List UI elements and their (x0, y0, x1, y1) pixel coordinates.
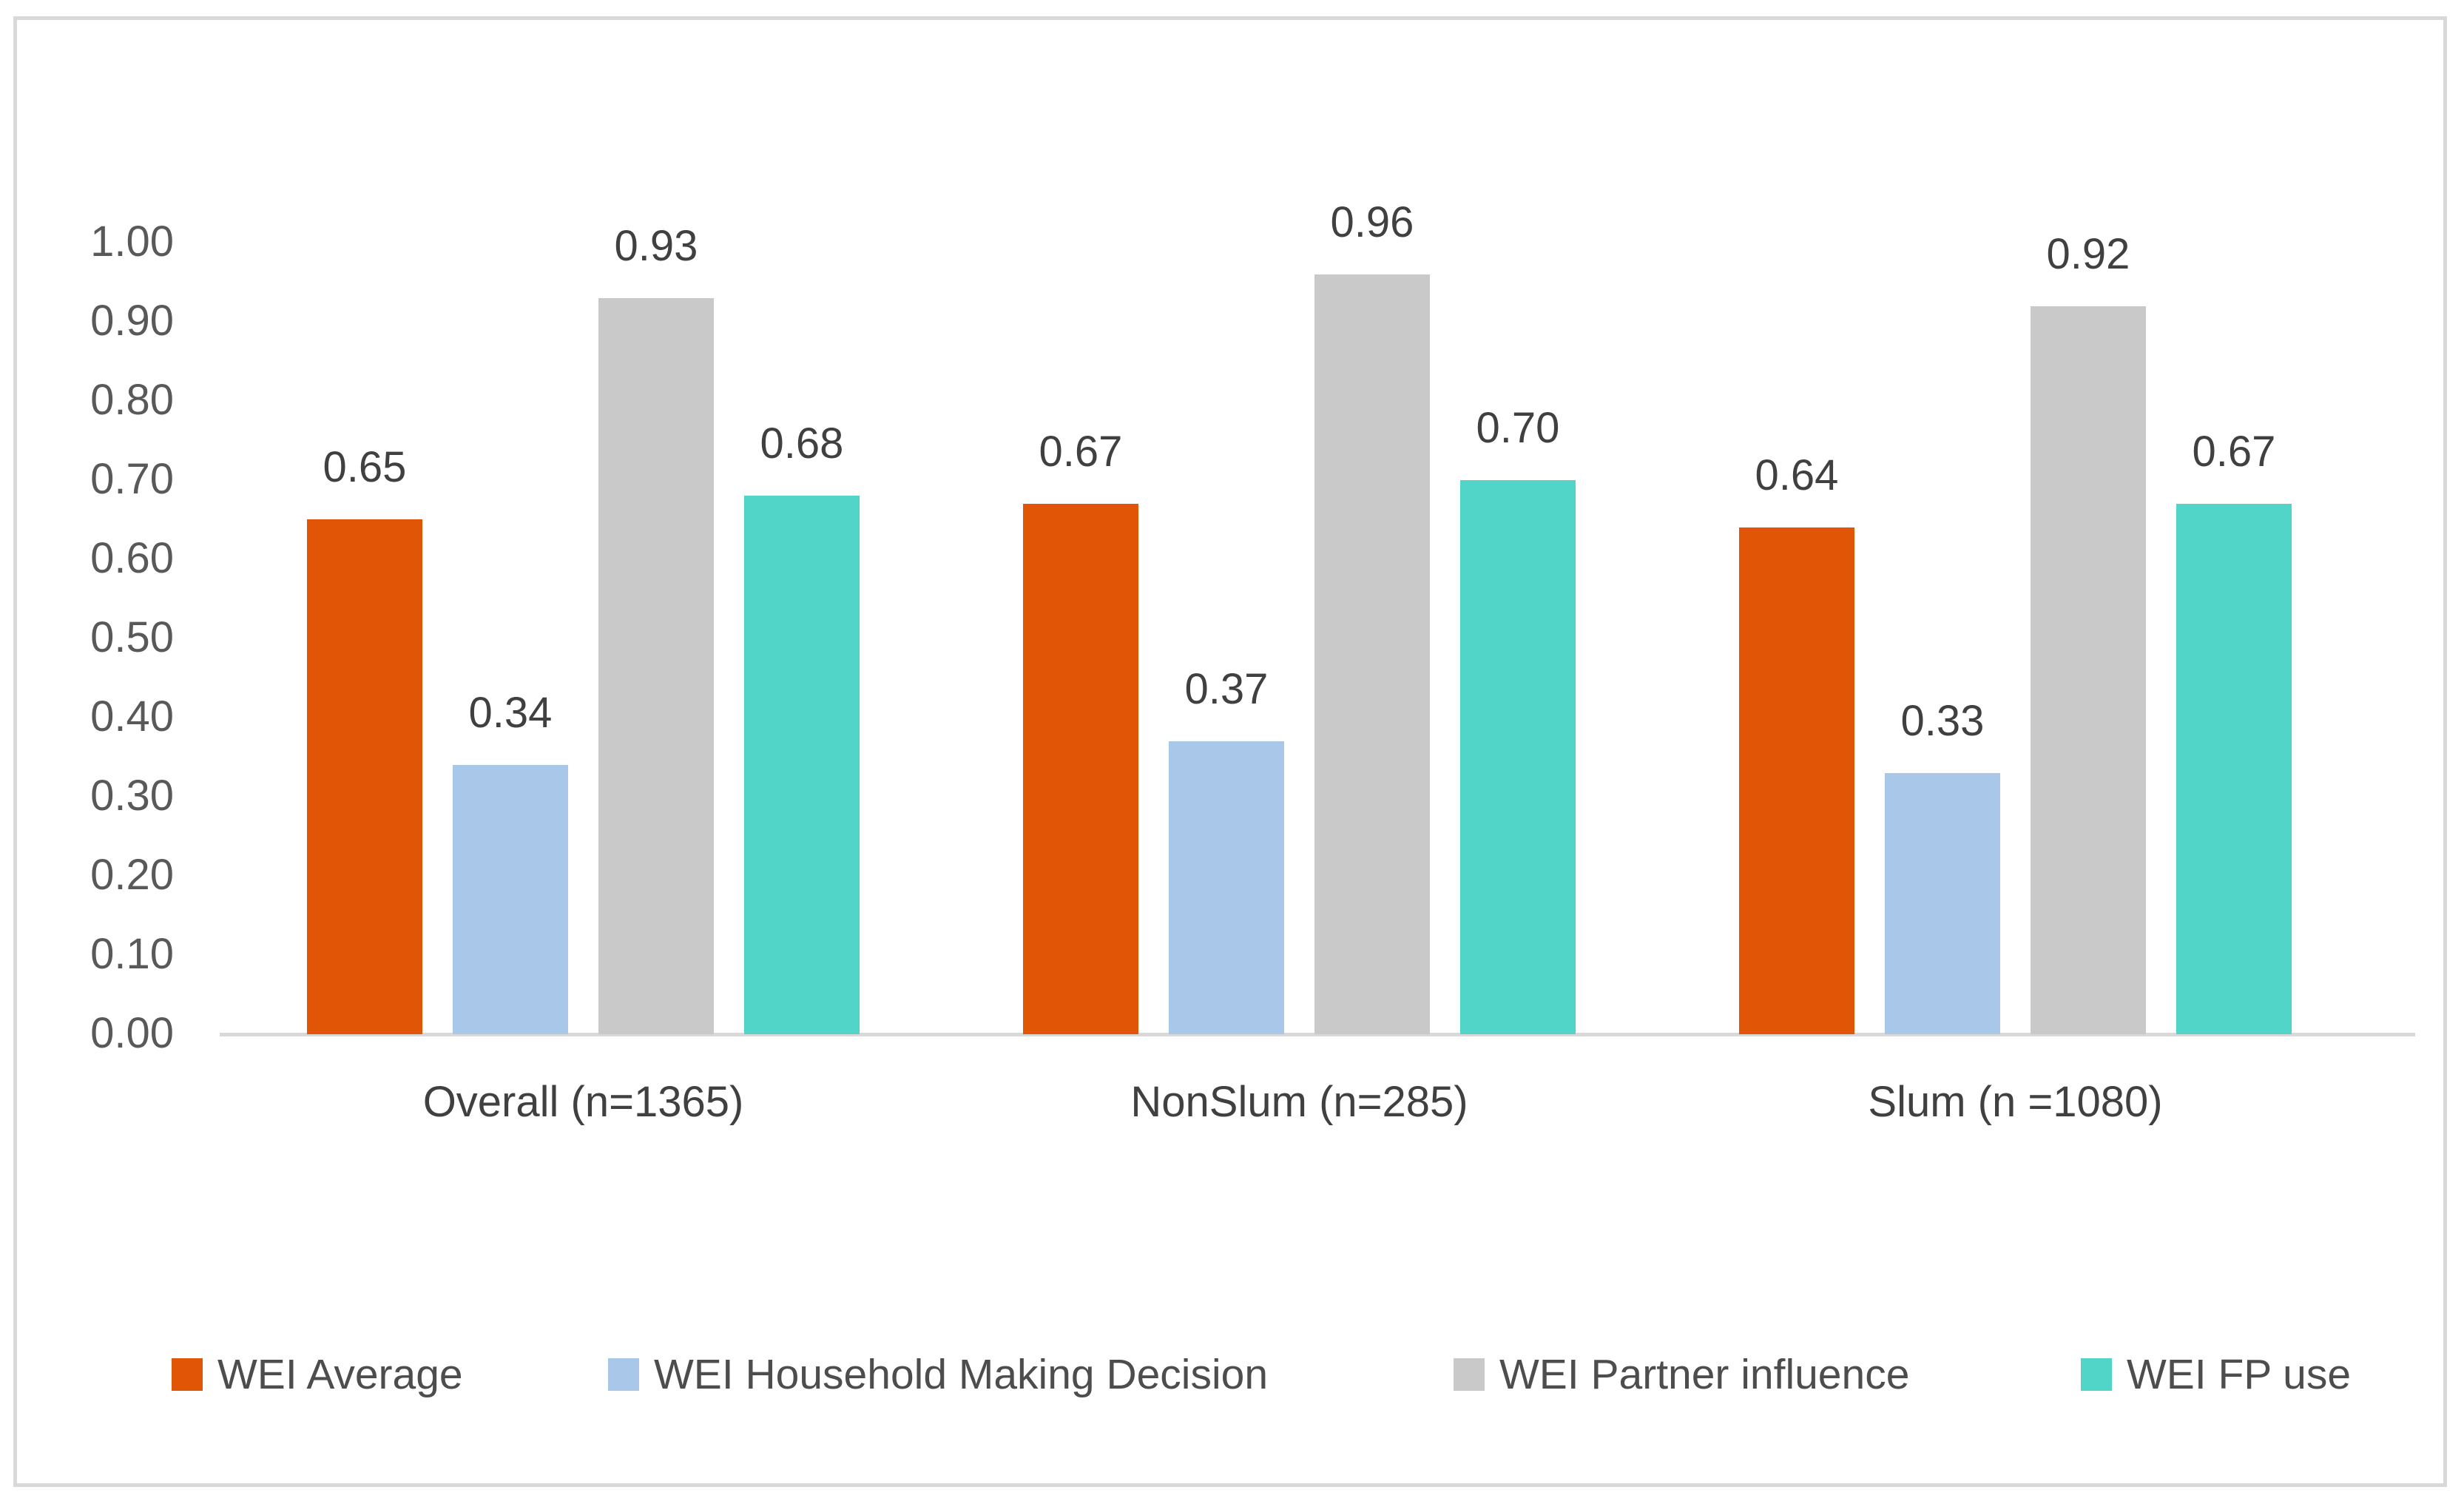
legend-label: WEI Partner influence (1499, 1351, 1910, 1398)
bar-wei-average (1739, 527, 1854, 1034)
bar-data-label: 0.37 (1184, 665, 1269, 713)
y-axis-tick-label: 0.90 (90, 297, 174, 345)
y-axis-tick-label: 0.50 (90, 613, 174, 661)
legend-label: WEI Average (217, 1351, 463, 1398)
x-axis-line (220, 1033, 2415, 1036)
bar-wei-average (1023, 504, 1138, 1034)
bar-wei-partner-influence (598, 298, 714, 1034)
legend-item: WEI FP use (2081, 1348, 2351, 1401)
bar-wei-partner-influence (1314, 274, 1430, 1034)
legend-item: WEI Household Making Decision (608, 1348, 1268, 1401)
y-axis-tick-label: 0.60 (90, 534, 174, 582)
bar-data-label: 0.70 (1476, 404, 1560, 452)
bar-data-label: 0.65 (323, 443, 407, 491)
bar-wei-partner-influence (2031, 306, 2146, 1034)
y-axis-tick-label: 0.30 (90, 772, 174, 820)
bar-wei-fp-use (2176, 504, 2292, 1034)
y-axis-tick-label: 0.00 (90, 1009, 174, 1057)
y-axis-tick-label: 1.00 (90, 217, 174, 266)
category-label: Slum (n =1080) (1868, 1078, 2163, 1126)
bar-data-label: 0.93 (614, 222, 698, 270)
bar-wei-fp-use (744, 496, 860, 1034)
bar-data-label: 0.92 (2046, 230, 2130, 278)
legend-item: WEI Partner influence (1454, 1348, 1909, 1401)
y-axis-tick-label: 0.80 (90, 376, 174, 424)
y-axis-tick-label: 0.10 (90, 930, 174, 978)
legend-swatch-icon (172, 1358, 203, 1391)
bar-wei-average (307, 519, 422, 1034)
category-label: NonSlum (n=285) (1130, 1078, 1468, 1126)
legend-label: WEI Household Making Decision (654, 1351, 1269, 1398)
bar-wei-fp-use (1460, 480, 1576, 1034)
y-axis-tick-label: 0.20 (90, 851, 174, 899)
legend-swatch-icon (2081, 1358, 2112, 1391)
bar-data-label: 0.64 (1755, 451, 1839, 499)
y-axis-tick-label: 0.40 (90, 692, 174, 741)
bar-wei-household-making-decision (1169, 741, 1284, 1034)
bar-data-label: 0.67 (1039, 428, 1123, 476)
bar-wei-household-making-decision (453, 765, 568, 1034)
bar-data-label: 0.33 (1900, 697, 1985, 745)
bar-data-label: 0.68 (760, 419, 844, 468)
bar-wei-household-making-decision (1885, 773, 2000, 1034)
legend-swatch-icon (608, 1358, 639, 1391)
legend-label: WEI FP use (2127, 1351, 2352, 1398)
legend-swatch-icon (1454, 1358, 1485, 1391)
category-label: Overall (n=1365) (422, 1078, 744, 1126)
bar-data-label: 0.96 (1330, 198, 1414, 246)
bar-data-label: 0.67 (2192, 428, 2276, 476)
y-axis-tick-label: 0.70 (90, 455, 174, 503)
bar-data-label: 0.34 (468, 689, 553, 737)
legend-item: WEI Average (172, 1348, 463, 1401)
